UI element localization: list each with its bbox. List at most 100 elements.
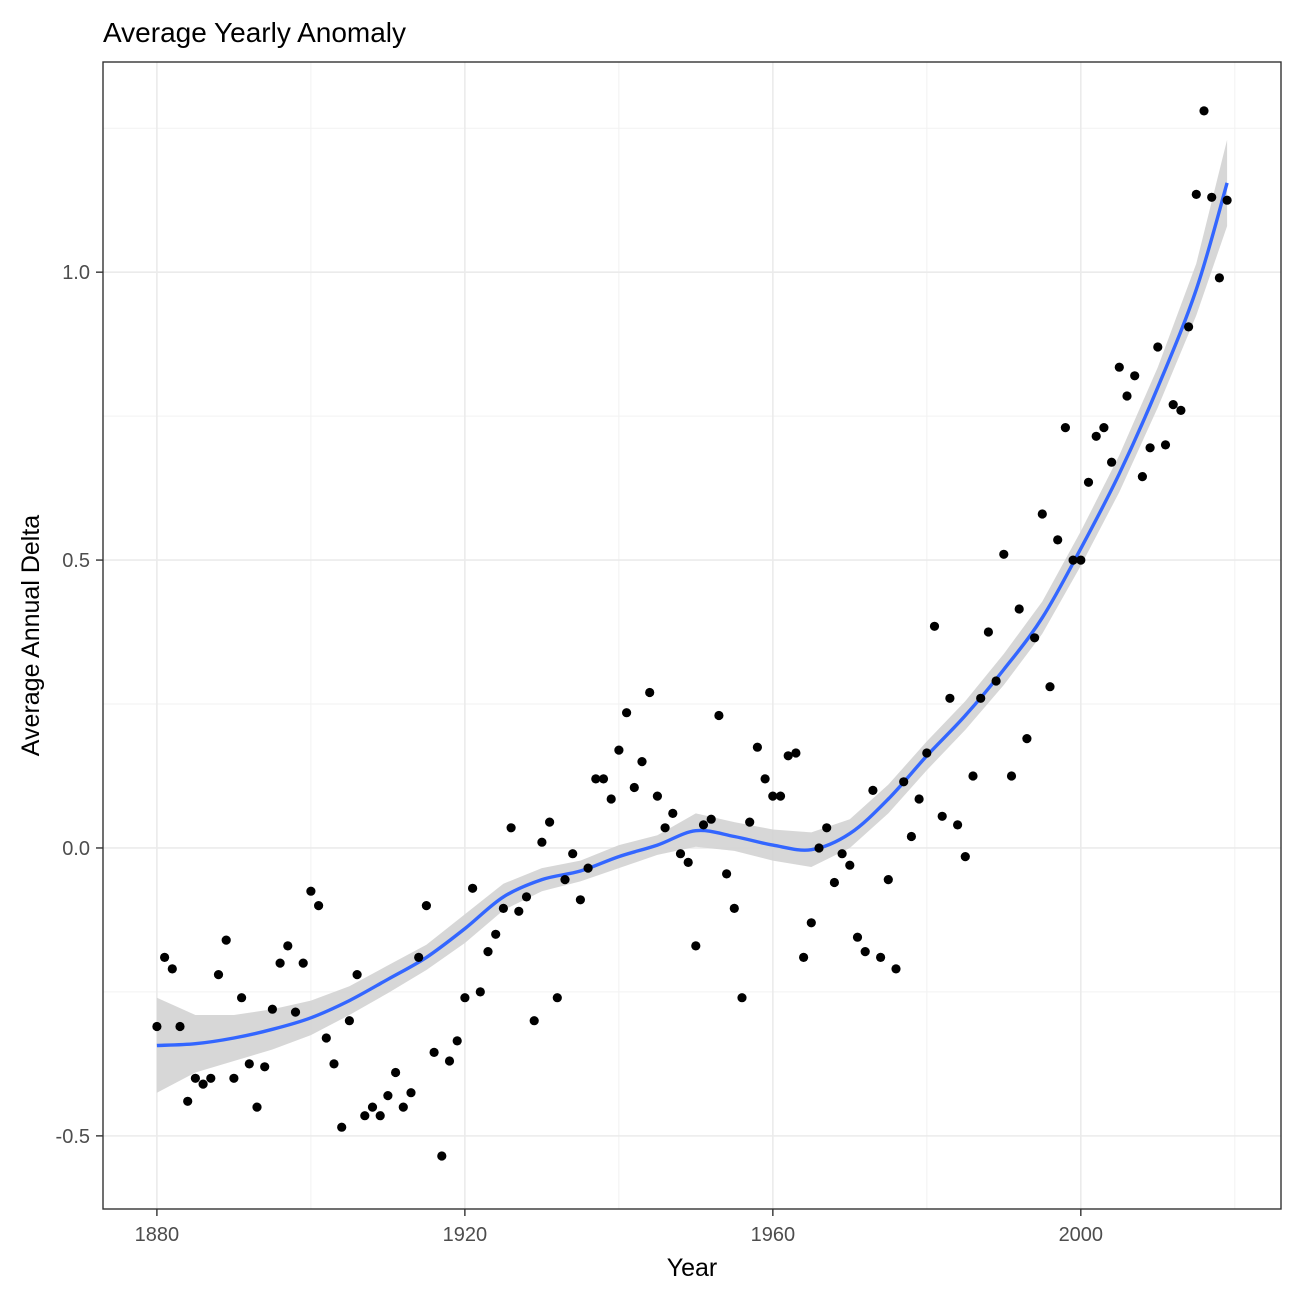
data-point (783, 751, 793, 761)
data-point (352, 970, 362, 980)
data-point (1060, 423, 1070, 433)
data-point (468, 883, 478, 893)
data-point (475, 987, 485, 997)
data-point (683, 857, 693, 868)
data-point (937, 811, 947, 821)
chart-title: Average Yearly Anomaly (103, 17, 406, 48)
data-point (483, 947, 493, 957)
data-point (283, 941, 293, 951)
data-point (321, 1033, 331, 1043)
data-point (175, 1021, 185, 1032)
data-point (429, 1047, 439, 1057)
data-point (737, 993, 747, 1003)
data-point (606, 794, 616, 804)
data-point (591, 774, 601, 784)
data-point (244, 1059, 254, 1069)
data-point (506, 823, 516, 833)
data-point (983, 627, 994, 637)
data-point (267, 1004, 277, 1014)
data-point (344, 1016, 354, 1026)
data-point (629, 782, 639, 793)
y-tick-label: 1.0 (62, 262, 90, 284)
data-point (275, 958, 285, 968)
data-point (829, 877, 840, 888)
data-point (1045, 682, 1055, 692)
data-point (421, 901, 431, 911)
data-point (306, 886, 316, 896)
data-point (675, 849, 686, 859)
data-point (1006, 771, 1017, 781)
data-point (237, 993, 247, 1003)
data-point (745, 817, 755, 827)
data-point (1083, 477, 1094, 487)
data-point (160, 952, 170, 963)
data-point (1184, 322, 1194, 332)
y-tick-label: 0.0 (62, 838, 90, 860)
data-point (1130, 371, 1140, 381)
grid (103, 62, 1281, 1209)
data-point (752, 742, 763, 752)
data-point (460, 993, 470, 1003)
data-point (1176, 405, 1186, 415)
data-point (999, 549, 1009, 559)
data-point (552, 993, 562, 1003)
data-point (876, 952, 886, 963)
y-axis: -0.5 0.0 0.5 1.0 (56, 262, 103, 1148)
data-point (521, 892, 532, 902)
data-point (845, 860, 855, 870)
data-point (1107, 457, 1117, 467)
panel-border (102, 61, 1282, 1210)
data-point (768, 791, 778, 801)
data-point (668, 808, 678, 819)
data-point (414, 952, 424, 963)
data-point (645, 687, 655, 698)
data-point (799, 952, 809, 963)
data-point (514, 906, 524, 916)
data-point (367, 1102, 378, 1112)
data-point (1030, 633, 1040, 643)
data-point (1199, 106, 1209, 116)
data-point (1114, 362, 1124, 372)
data-point (722, 869, 732, 879)
data-point (899, 777, 909, 787)
data-point (837, 849, 847, 859)
data-point (1122, 391, 1132, 401)
y-tick-label: -0.5 (56, 1126, 90, 1148)
data-point (598, 774, 609, 784)
data-point (545, 817, 555, 827)
data-point (391, 1067, 401, 1078)
x-axis-title: Year (667, 1254, 718, 1282)
data-point (498, 903, 508, 914)
data-point (406, 1088, 416, 1098)
data-point (706, 814, 716, 824)
data-point (1153, 342, 1163, 352)
data-point (1099, 423, 1109, 433)
data-point (491, 929, 501, 939)
data-point (622, 708, 632, 718)
data-point (360, 1111, 370, 1121)
data-point (760, 774, 770, 784)
data-point (1037, 509, 1047, 519)
data-point (791, 748, 801, 758)
data-point (652, 791, 663, 801)
data-point (806, 918, 816, 928)
data-point (906, 831, 917, 842)
smooth-line (156, 182, 1229, 1048)
data-point (314, 901, 324, 911)
data-point (991, 676, 1001, 686)
data-point (298, 958, 308, 968)
data-point (437, 1151, 447, 1161)
x-tick-label: 1880 (135, 1224, 180, 1246)
data-point (1137, 472, 1147, 482)
data-point (814, 843, 824, 853)
data-point (1160, 440, 1171, 450)
data-point (1222, 195, 1232, 205)
data-point (575, 895, 586, 905)
data-points (152, 106, 1232, 1161)
data-point (1191, 189, 1201, 199)
data-point (375, 1111, 385, 1121)
smooth-line-group (156, 182, 1229, 1048)
data-point (714, 710, 724, 721)
data-point (537, 837, 547, 847)
data-point (290, 1007, 301, 1017)
